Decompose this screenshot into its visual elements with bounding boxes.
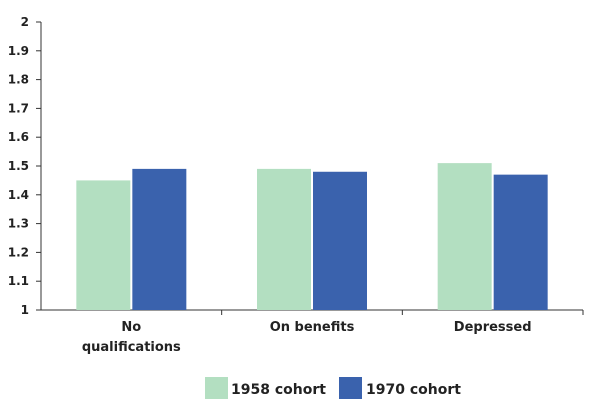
y-tick-label: 1.7	[8, 101, 29, 115]
x-tick-label: Depressed	[454, 320, 532, 335]
y-tick-label: 1.6	[8, 130, 29, 144]
bar	[313, 171, 367, 310]
bar	[76, 180, 131, 310]
legend-swatch	[339, 377, 362, 399]
x-tick-label: No	[121, 320, 141, 335]
bar	[132, 168, 187, 310]
legend-swatch	[205, 377, 228, 399]
legend-label: 1958 cohort	[231, 382, 326, 398]
x-axis: No qualifications On benefits Depressed	[41, 309, 584, 355]
x-tick-label: qualifications	[82, 340, 181, 355]
y-tick-label: 1.3	[8, 217, 29, 231]
y-tick-label: 1.2	[8, 245, 29, 259]
y-tick-label: 1.1	[8, 274, 29, 288]
legend-label: 1970 cohort	[366, 382, 461, 398]
bar	[437, 163, 492, 310]
y-tick-label: 1.8	[8, 73, 29, 87]
x-tick-label: On benefits	[270, 320, 355, 335]
y-tick-label: 1	[21, 303, 29, 317]
bar	[493, 174, 548, 310]
bar	[257, 168, 311, 310]
y-tick-label: 1.9	[8, 44, 29, 58]
bars	[76, 163, 548, 310]
y-tick-label: 1.4	[8, 188, 29, 202]
y-axis: 1 1.1 1.2 1.3 1.4 1.5 1.6 1.7 1.8 1.9 2	[8, 15, 42, 317]
y-tick-label: 1.5	[8, 159, 29, 173]
legend: 1958 cohort 1970 cohort	[205, 377, 461, 399]
y-tick-label: 2	[21, 15, 29, 29]
